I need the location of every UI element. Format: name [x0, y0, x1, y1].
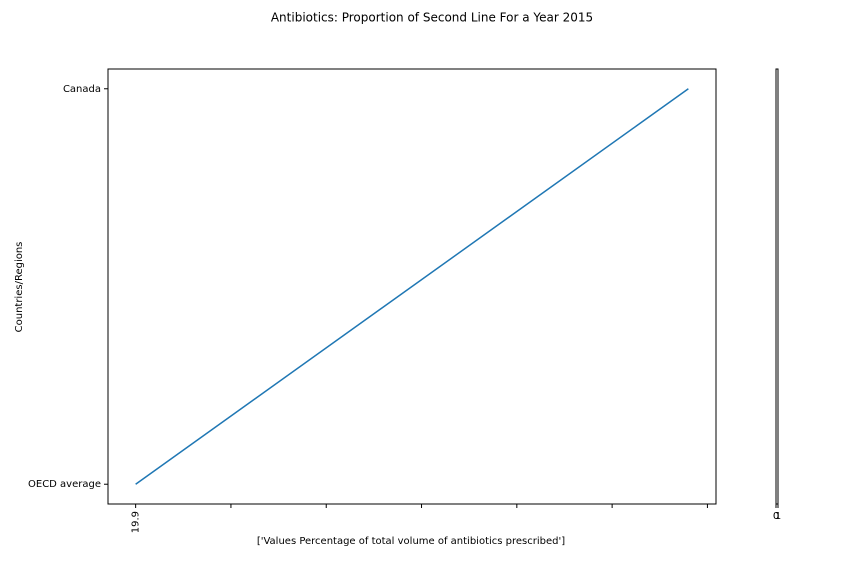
- x-tick-label: 1: [775, 511, 781, 522]
- line-series: [135, 88, 689, 485]
- chart-title: Antibiotics: Proportion of Second Line F…: [271, 11, 593, 25]
- x-axis-label: ['Values Percentage of total volume of a…: [257, 536, 565, 547]
- x-tick-label: 19.9: [131, 511, 142, 533]
- x-tick-label: 0: [773, 511, 779, 522]
- y-axis-label: Countries/Regions: [14, 242, 25, 333]
- side-axes-frame: [775, 68, 779, 505]
- y-tick-label: Canada: [63, 84, 101, 95]
- y-tick-label: OECD average: [28, 479, 101, 490]
- plot-frame: [107, 68, 717, 505]
